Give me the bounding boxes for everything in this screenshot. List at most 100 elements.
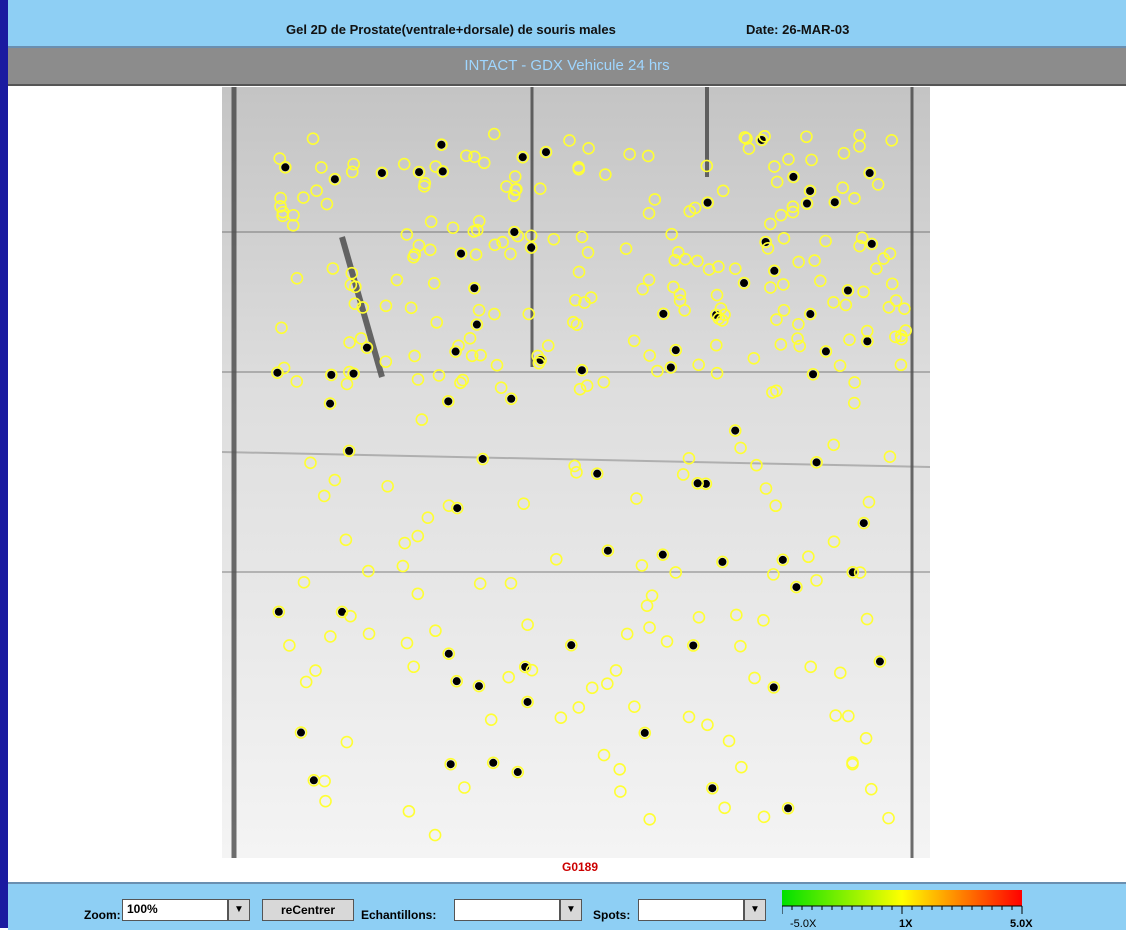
spot-marker xyxy=(710,366,724,380)
spot-marker xyxy=(516,150,530,164)
spot-marker xyxy=(564,638,578,652)
samples-dropdown[interactable]: ▼ xyxy=(560,899,582,921)
spot-marker xyxy=(340,735,354,749)
spot-core xyxy=(518,153,527,162)
streak xyxy=(339,236,385,378)
spot-marker xyxy=(620,627,634,641)
spot-marker xyxy=(309,664,322,677)
spot-marker xyxy=(470,318,484,331)
spot-core xyxy=(274,607,283,616)
spot-marker xyxy=(424,215,438,228)
spot-core xyxy=(527,243,536,252)
spot-marker xyxy=(853,566,867,579)
zoom-select[interactable]: 100% xyxy=(122,899,228,921)
spot-marker xyxy=(691,254,704,268)
spots-dropdown[interactable]: ▼ xyxy=(744,899,766,921)
spot-marker xyxy=(623,147,636,161)
spot-core xyxy=(349,369,358,378)
spot-marker xyxy=(804,307,817,321)
spot-marker xyxy=(792,317,805,331)
spot-marker xyxy=(889,330,902,344)
spots-select[interactable] xyxy=(638,899,744,921)
spot-core xyxy=(666,363,675,372)
spot-core xyxy=(701,479,710,488)
spot-marker xyxy=(843,333,856,346)
spot-marker xyxy=(504,392,518,406)
spot-marker xyxy=(865,237,879,251)
spot-marker xyxy=(441,395,455,408)
spot-core xyxy=(789,172,798,181)
spot-marker xyxy=(761,241,775,255)
spot-marker xyxy=(354,332,368,345)
spot-marker xyxy=(597,375,611,389)
samples-select[interactable] xyxy=(454,899,560,921)
spot-marker xyxy=(473,577,487,590)
spot-marker xyxy=(599,168,612,181)
spot-marker xyxy=(581,246,595,259)
spot-marker xyxy=(734,639,747,653)
spot-marker xyxy=(539,145,553,159)
spot-marker xyxy=(614,785,627,798)
spot-marker xyxy=(836,181,849,195)
spot-marker xyxy=(460,149,473,163)
spot-marker xyxy=(701,196,714,209)
spot-marker xyxy=(381,479,394,493)
spot-marker xyxy=(325,368,338,382)
spot-marker xyxy=(279,161,292,174)
spot-core xyxy=(446,760,455,769)
spot-marker xyxy=(547,232,561,246)
spot-marker xyxy=(339,533,353,547)
spot-core xyxy=(362,343,371,352)
spot-marker xyxy=(563,134,576,147)
spot-core xyxy=(603,546,612,555)
spot-marker xyxy=(883,450,897,464)
spot-marker xyxy=(400,636,414,650)
spot-marker xyxy=(855,231,869,245)
spot-marker xyxy=(885,277,899,291)
spot-marker xyxy=(863,166,876,180)
spot-marker xyxy=(524,229,538,243)
spot-marker xyxy=(842,709,855,723)
spot-marker xyxy=(290,271,304,285)
spot-marker xyxy=(397,157,411,171)
spot-core xyxy=(640,728,649,737)
spot-marker xyxy=(791,332,804,345)
spot-marker xyxy=(472,303,486,317)
spot-marker xyxy=(317,489,331,503)
spot-core xyxy=(792,583,801,592)
toolbar: Zoom: 100% ▼ reCentrer Echantillons: ▼ S… xyxy=(8,882,1126,930)
spot-core xyxy=(806,310,815,319)
spot-marker xyxy=(848,396,861,410)
spot-marker xyxy=(597,748,611,762)
spots-label: Spots: xyxy=(593,908,631,922)
spot-marker xyxy=(584,291,598,304)
spot-marker xyxy=(454,247,468,260)
spot-marker xyxy=(276,205,290,219)
spot-marker xyxy=(802,550,815,564)
spot-core xyxy=(453,504,462,513)
spot-marker xyxy=(643,349,656,362)
spot-core xyxy=(513,768,522,777)
spot-marker xyxy=(411,373,425,386)
spot-marker xyxy=(521,618,534,632)
spot-marker xyxy=(472,214,486,228)
spot-marker xyxy=(613,762,626,776)
zoom-dropdown[interactable]: ▼ xyxy=(228,899,250,921)
spot-marker xyxy=(774,338,788,351)
spot-marker xyxy=(692,611,706,624)
spot-marker xyxy=(488,238,502,252)
spot-marker xyxy=(857,516,871,530)
spot-core xyxy=(273,368,282,377)
scale-ticks xyxy=(782,905,1023,914)
spot-marker xyxy=(411,587,425,601)
spot-marker xyxy=(766,386,779,399)
spot-marker xyxy=(635,559,649,572)
spot-marker xyxy=(446,221,460,235)
spot-marker xyxy=(860,612,874,626)
spot-marker xyxy=(702,263,716,276)
recenter-button[interactable]: reCentrer xyxy=(262,899,354,921)
spot-marker xyxy=(700,159,714,173)
zoom-label: Zoom: xyxy=(84,908,121,922)
spot-marker xyxy=(841,284,855,297)
